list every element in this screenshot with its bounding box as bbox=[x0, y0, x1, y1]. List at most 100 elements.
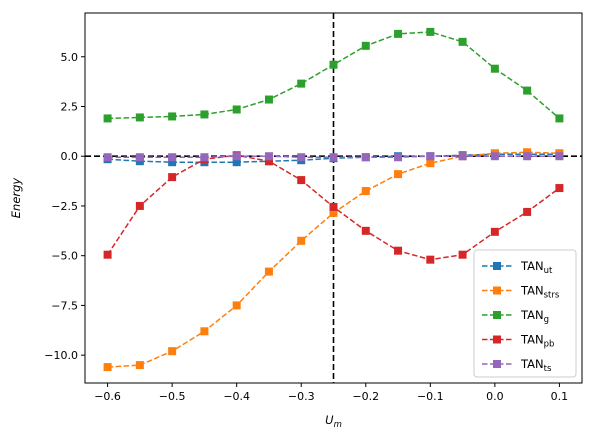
data-point bbox=[555, 114, 564, 123]
legend-label: TANpb bbox=[520, 333, 554, 350]
axes-frame bbox=[84, 12, 583, 384]
data-point bbox=[426, 159, 435, 168]
data-point bbox=[555, 152, 564, 161]
data-point bbox=[394, 29, 403, 38]
data-point bbox=[232, 301, 241, 310]
legend-entry-strs: TANstrs bbox=[482, 284, 560, 301]
data-point bbox=[135, 113, 144, 122]
legend-label-main: TAN bbox=[520, 259, 544, 273]
legend-marker bbox=[493, 262, 501, 270]
data-point bbox=[426, 152, 435, 161]
data-point bbox=[329, 208, 338, 217]
data-point bbox=[329, 153, 338, 162]
data-point bbox=[523, 152, 532, 161]
data-point bbox=[264, 157, 273, 166]
data-point bbox=[168, 347, 177, 356]
legend-label-main: TAN bbox=[520, 357, 544, 371]
legend-label: TANts bbox=[520, 357, 552, 374]
data-point bbox=[135, 361, 144, 370]
data-point bbox=[458, 37, 467, 46]
x-tick-label: 0.1 bbox=[551, 390, 569, 403]
legend-label: TANg bbox=[520, 308, 549, 325]
data-point bbox=[297, 236, 306, 245]
data-point bbox=[264, 267, 273, 276]
legend-marker bbox=[493, 286, 501, 295]
y-tick-label: 5.0 bbox=[61, 51, 79, 64]
data-point bbox=[426, 27, 435, 36]
data-point bbox=[264, 95, 273, 104]
data-point bbox=[555, 184, 564, 193]
data-point bbox=[329, 202, 338, 211]
data-point bbox=[426, 255, 435, 264]
legend-entry-pb: TANpb bbox=[482, 333, 554, 350]
data-point bbox=[103, 250, 112, 259]
data-point bbox=[135, 201, 144, 210]
legend-label-main: TAN bbox=[520, 333, 544, 347]
x-tick-label: −0.1 bbox=[417, 390, 444, 403]
data-point bbox=[490, 64, 499, 73]
data-point bbox=[200, 110, 209, 119]
series-g bbox=[103, 27, 564, 123]
x-tick-label: −0.5 bbox=[159, 390, 186, 403]
legend-label-sub: g bbox=[544, 315, 549, 325]
y-tick-label: −5.0 bbox=[51, 250, 78, 263]
data-point bbox=[232, 158, 241, 167]
data-point bbox=[103, 363, 112, 372]
data-point bbox=[200, 327, 209, 336]
x-tick-label: −0.3 bbox=[288, 390, 315, 403]
data-point bbox=[264, 152, 273, 161]
data-point bbox=[232, 105, 241, 114]
x-axis-label-sub: m bbox=[334, 420, 342, 430]
legend-entry-ts: TANts bbox=[482, 357, 552, 374]
legend-label-sub: ut bbox=[544, 266, 553, 276]
legend-marker bbox=[493, 335, 501, 344]
y-tick-label: −7.5 bbox=[51, 299, 78, 312]
series-ts bbox=[103, 152, 564, 162]
y-tick-label: −10.0 bbox=[44, 349, 78, 362]
data-point bbox=[394, 153, 403, 162]
legend-entry-ut: TANut bbox=[482, 259, 553, 276]
data-point bbox=[394, 246, 403, 255]
data-point bbox=[458, 250, 467, 259]
series-group bbox=[103, 27, 564, 372]
legend-label-main: TAN bbox=[520, 308, 544, 322]
legend-label-sub: strs bbox=[544, 291, 560, 301]
x-tick-label: −0.2 bbox=[352, 390, 379, 403]
data-point bbox=[394, 170, 403, 179]
x-axis-label-main: U bbox=[325, 413, 334, 427]
x-tick-label: −0.6 bbox=[94, 390, 121, 403]
data-point bbox=[168, 153, 177, 162]
data-point bbox=[168, 112, 177, 121]
data-point bbox=[297, 176, 306, 185]
data-point bbox=[200, 153, 209, 162]
legend-box bbox=[473, 249, 577, 378]
data-point bbox=[103, 153, 112, 162]
legend-marker bbox=[493, 311, 501, 319]
legend-entry-g: TANg bbox=[482, 308, 549, 325]
data-point bbox=[103, 114, 112, 123]
data-point bbox=[490, 152, 499, 161]
legend-label-sub: pb bbox=[544, 340, 555, 350]
x-tick-label: −0.4 bbox=[223, 390, 250, 403]
data-point bbox=[523, 86, 532, 95]
data-point bbox=[297, 79, 306, 88]
data-point bbox=[361, 187, 370, 196]
y-tick-label: −2.5 bbox=[51, 200, 78, 213]
data-point bbox=[297, 153, 306, 162]
data-point bbox=[361, 226, 370, 235]
x-tick-label: 0.0 bbox=[486, 390, 504, 403]
data-point bbox=[490, 227, 499, 236]
axes: −0.6 −0.5 −0.4 −0.3 −0.2 −0.1 0.0 0.1 5.0 2.5 0.0 −… bbox=[9, 12, 583, 430]
legend-label-sub: ts bbox=[544, 364, 552, 374]
data-point bbox=[232, 152, 241, 161]
data-point bbox=[458, 152, 467, 161]
data-point bbox=[329, 60, 338, 69]
legend-label: TANstrs bbox=[520, 284, 560, 301]
legend-label: TANut bbox=[520, 259, 553, 276]
y-tick-label: 0.0 bbox=[61, 150, 79, 163]
data-point bbox=[361, 153, 370, 162]
x-axis-label: Um bbox=[325, 413, 342, 430]
data-point bbox=[523, 207, 532, 216]
